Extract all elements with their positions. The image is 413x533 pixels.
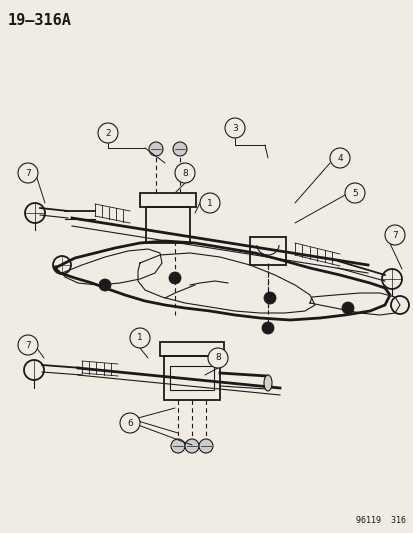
Circle shape — [98, 123, 118, 143]
Circle shape — [329, 148, 349, 168]
Circle shape — [149, 142, 163, 156]
Text: 3: 3 — [232, 124, 237, 133]
Text: 5: 5 — [351, 189, 357, 198]
Text: 8: 8 — [182, 168, 188, 177]
Circle shape — [199, 193, 219, 213]
Text: 2: 2 — [105, 128, 111, 138]
Text: 6: 6 — [127, 418, 133, 427]
Circle shape — [18, 335, 38, 355]
Circle shape — [18, 163, 38, 183]
Circle shape — [99, 279, 111, 291]
Text: 1: 1 — [206, 198, 212, 207]
Text: 96119  316: 96119 316 — [355, 516, 405, 525]
Text: 8: 8 — [215, 353, 221, 362]
Circle shape — [171, 439, 185, 453]
Circle shape — [261, 322, 273, 334]
Text: 4: 4 — [336, 154, 342, 163]
Circle shape — [199, 439, 212, 453]
Circle shape — [384, 225, 404, 245]
Circle shape — [175, 163, 195, 183]
Circle shape — [207, 348, 228, 368]
Circle shape — [173, 142, 187, 156]
Circle shape — [169, 272, 180, 284]
Circle shape — [263, 292, 275, 304]
Circle shape — [341, 302, 353, 314]
Circle shape — [344, 183, 364, 203]
Text: 7: 7 — [25, 168, 31, 177]
Text: 7: 7 — [391, 230, 397, 239]
Circle shape — [120, 413, 140, 433]
Text: 1: 1 — [137, 334, 142, 343]
Circle shape — [224, 118, 244, 138]
Circle shape — [130, 328, 150, 348]
Circle shape — [185, 439, 199, 453]
Text: 7: 7 — [25, 341, 31, 350]
Text: 19—316A: 19—316A — [8, 13, 72, 28]
Ellipse shape — [263, 375, 271, 391]
